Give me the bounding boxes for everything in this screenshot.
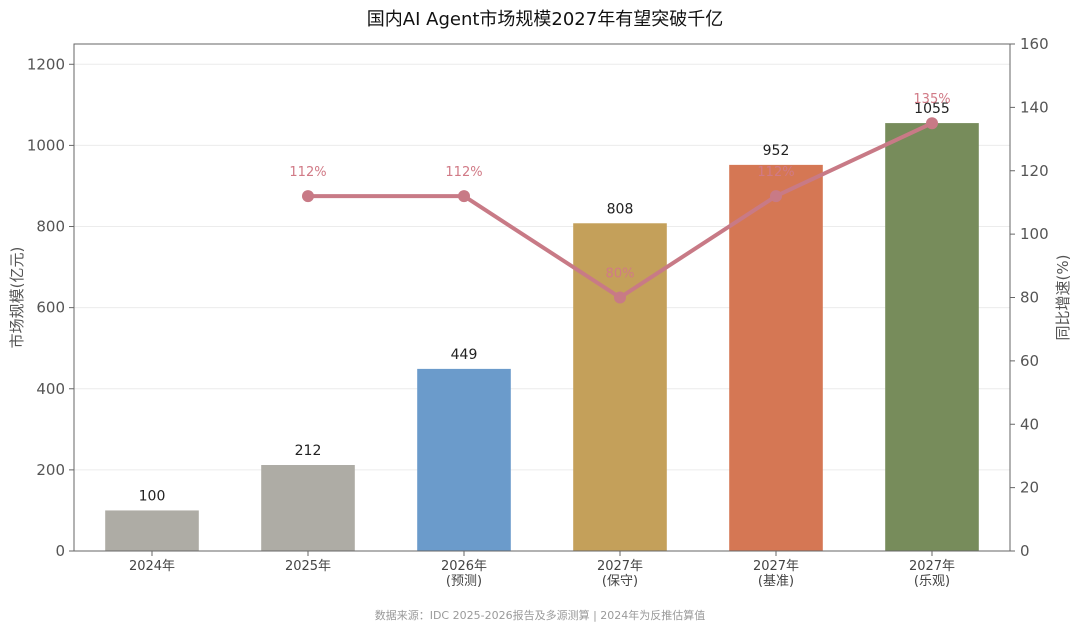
growth-label: 80% (606, 267, 635, 282)
bars (105, 123, 979, 551)
plot-border (73, 43, 1011, 552)
y-tick-label: 200 (36, 461, 65, 479)
x-tick-label: (保守) (602, 574, 638, 589)
y2-tick-label: 20 (1020, 479, 1039, 497)
growth-point (770, 190, 782, 203)
y2-tick-label: 40 (1020, 415, 1039, 433)
x-tick-label: (预测) (446, 574, 482, 589)
x-tick-label: 2027年 (753, 559, 799, 574)
growth-point (302, 190, 314, 203)
bar (885, 123, 979, 551)
growth-label: 112% (445, 165, 482, 180)
growth-point (458, 190, 470, 203)
bar-value-label: 449 (451, 347, 478, 363)
bar (417, 368, 511, 551)
data-labels: 100 212 449 808 952 1055 112% 112% 80% 112% 135% (139, 92, 951, 504)
y2-tick-label: 120 (1020, 162, 1049, 180)
y2-tick-label: 160 (1020, 35, 1049, 53)
y-axis: 0 200 400 600 800 1000 1200 (27, 55, 74, 560)
bar (261, 465, 355, 551)
y2-axis: 0 20 40 60 80 100 120 140 160 (1010, 35, 1049, 560)
y2-tick-label: 60 (1020, 352, 1039, 370)
y-tick-label: 1000 (27, 136, 65, 154)
growth-label: 112% (757, 165, 794, 180)
gridlines (74, 63, 1010, 471)
bar (105, 510, 199, 551)
y-tick-label: 0 (55, 542, 65, 560)
chart-title: 国内AI Agent市场规模2027年有望突破千亿 (367, 9, 723, 30)
y-tick-label: 800 (36, 218, 65, 236)
source-note: 数据来源：IDC 2025-2026报告及多源测算 | 2024年为反推估算值 (375, 608, 706, 622)
growth-label: 112% (289, 165, 326, 180)
growth-line (302, 117, 938, 304)
bar (729, 164, 823, 551)
x-tick-label: 2026年 (441, 559, 487, 574)
growth-label: 135% (913, 92, 950, 107)
x-tick-label: (乐观) (914, 574, 950, 589)
bar-value-label: 952 (763, 143, 790, 159)
y2-tick-label: 140 (1020, 98, 1049, 116)
y-tick-label: 600 (36, 299, 65, 317)
x-tick-label: 2027年 (909, 559, 955, 574)
x-tick-label: 2025年 (285, 559, 331, 574)
plot-frame (73, 43, 1011, 552)
bar-value-label: 100 (139, 488, 166, 504)
x-tick-label: (基准) (758, 574, 794, 589)
y2-tick-label: 100 (1020, 225, 1049, 243)
x-tick-label: 2027年 (597, 559, 643, 574)
bar-value-label: 1055 (914, 101, 950, 117)
y2-axis-title: 同比增速(%) (1054, 255, 1072, 341)
x-axis: 2024年 2025年 2026年(预测)2027年(保守)2027年(基准)202… (129, 551, 955, 589)
growth-point (614, 291, 626, 304)
bar-value-label: 808 (607, 201, 634, 217)
y-tick-label: 400 (36, 380, 65, 398)
y-axis-title: 市场规模(亿元) (8, 247, 26, 349)
y2-tick-label: 0 (1020, 542, 1030, 560)
y2-tick-label: 80 (1020, 289, 1039, 307)
bar-value-label: 212 (295, 443, 322, 459)
x-tick-label: 2024年 (129, 559, 175, 574)
growth-point (926, 117, 938, 130)
y-tick-label: 1200 (27, 55, 65, 73)
